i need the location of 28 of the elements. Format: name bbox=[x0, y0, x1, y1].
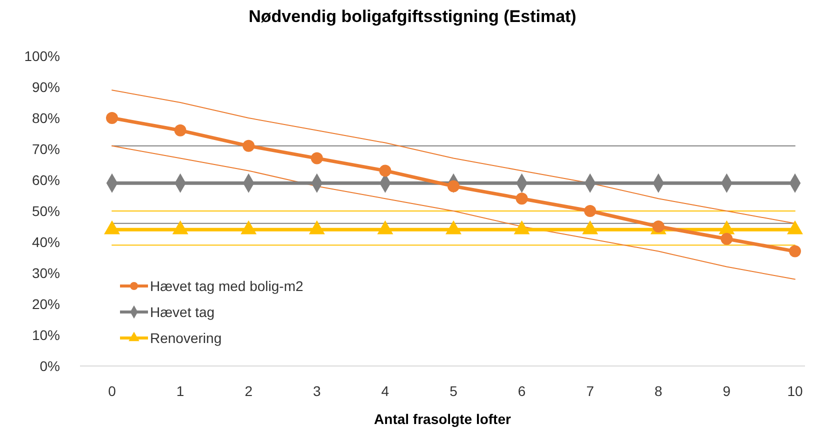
x-tick-label: 4 bbox=[381, 383, 390, 399]
y-tick-label: 0% bbox=[40, 358, 60, 374]
legend-label: Hævet tag bbox=[150, 304, 215, 320]
x-tick-label: 3 bbox=[313, 383, 321, 399]
x-tick-label: 8 bbox=[654, 383, 662, 399]
x-tick-label: 6 bbox=[518, 383, 526, 399]
x-tick-label: 1 bbox=[176, 383, 184, 399]
x-tick-label: 9 bbox=[722, 383, 731, 399]
x-tick-label: 0 bbox=[108, 383, 116, 399]
y-tick-label: 90% bbox=[32, 78, 60, 95]
y-tick-label: 80% bbox=[32, 110, 60, 126]
x-axis-title: Antal frasolgte lofter bbox=[374, 411, 512, 427]
y-tick-label: 60% bbox=[32, 172, 60, 188]
x-tick-label: 7 bbox=[586, 383, 594, 399]
x-tick-label: 2 bbox=[244, 383, 253, 399]
x-tick-label: 10 bbox=[787, 383, 803, 399]
y-tick-label: 50% bbox=[32, 202, 60, 219]
y-tick-label: 10% bbox=[32, 326, 60, 343]
y-tick-label: 100% bbox=[24, 48, 60, 64]
y-tick-label: 40% bbox=[32, 234, 60, 250]
chart-title: Nødvendig boligafgiftsstigning (Estimat) bbox=[248, 7, 576, 26]
legend-label: Renovering bbox=[150, 330, 222, 346]
y-tick-label: 30% bbox=[32, 264, 60, 281]
line-series bbox=[112, 145, 796, 280]
y-tick-label: 70% bbox=[32, 140, 60, 157]
x-tick-label: 5 bbox=[450, 383, 458, 399]
legend-label: Hævet tag med bolig-m2 bbox=[150, 278, 304, 294]
y-tick-label: 20% bbox=[32, 296, 60, 312]
